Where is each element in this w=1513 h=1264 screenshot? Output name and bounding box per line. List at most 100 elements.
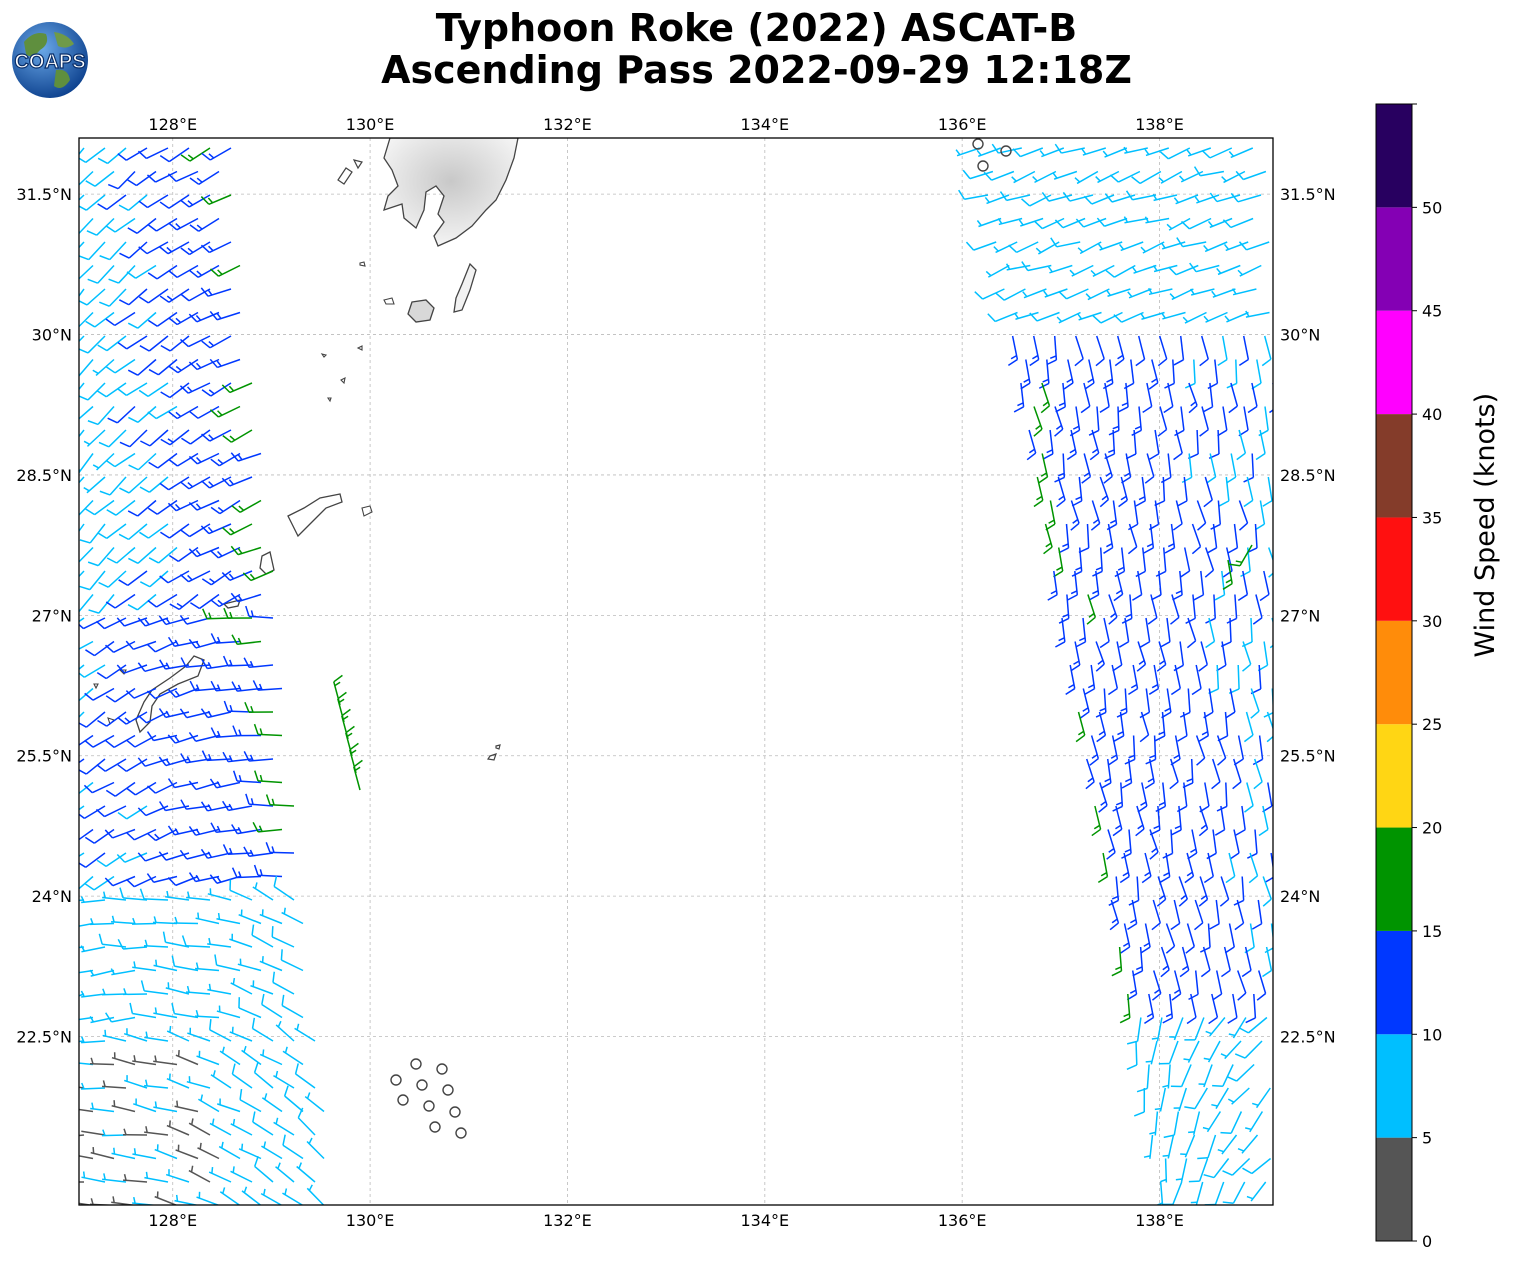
wind-barb	[210, 452, 241, 467]
wind-barb	[139, 570, 169, 588]
wind-barb	[1187, 829, 1198, 860]
wind-barb	[1205, 1017, 1226, 1037]
wind-barb	[1108, 876, 1120, 906]
wind-barb	[119, 241, 148, 259]
wind-barb	[160, 429, 190, 446]
wind-barb	[127, 170, 157, 187]
wind-barb	[1029, 335, 1040, 367]
wind-barb	[1112, 805, 1123, 837]
wind-barb	[200, 241, 232, 254]
wind-barb	[79, 969, 94, 975]
calm-circle	[449, 1106, 461, 1118]
wind-barb	[168, 546, 199, 562]
calm-circle	[423, 1100, 435, 1112]
wind-barb	[1244, 923, 1255, 954]
wind-barb	[1191, 664, 1202, 696]
wind-barb	[1171, 970, 1182, 1001]
wind-barb	[265, 794, 295, 807]
wind-barb	[1226, 453, 1237, 484]
map-title-line-1: Typhoon Roke (2022) ASCAT-B	[435, 6, 1078, 50]
wind-barb	[79, 617, 85, 633]
colorbar-tick-label: 15	[1422, 922, 1442, 941]
wind-barb	[1131, 264, 1157, 274]
wind-barb	[1243, 476, 1254, 508]
wind-barb	[1099, 382, 1110, 413]
wind-barb	[79, 429, 85, 450]
wind-barb	[1151, 899, 1161, 931]
wind-barb	[200, 801, 232, 812]
colorbar-tick-label: 40	[1422, 405, 1442, 424]
wind-barb	[1233, 735, 1245, 766]
wind-barb	[1149, 829, 1159, 860]
wind-barb	[1056, 476, 1066, 508]
wind-barb	[1099, 617, 1110, 649]
wind-barb	[1120, 923, 1131, 954]
wind-barb	[1230, 192, 1262, 203]
wind-barb	[1035, 241, 1060, 255]
wind-barb	[1182, 311, 1207, 324]
wind-barb	[230, 1118, 253, 1136]
wind-barb	[1186, 147, 1212, 157]
wind-barb	[188, 499, 220, 511]
wind-barb	[1237, 264, 1262, 277]
wind-barb	[79, 288, 85, 309]
wind-barb	[198, 1094, 220, 1113]
wind-barb	[1131, 406, 1143, 436]
wind-barb	[1200, 946, 1211, 978]
wind-barb	[1262, 782, 1273, 813]
wind-barb	[1163, 1111, 1180, 1139]
wind-barb	[1257, 641, 1269, 672]
wind-barb	[79, 476, 85, 496]
wind-barb	[1021, 261, 1052, 272]
wind-barb	[1160, 617, 1171, 648]
wind-barb	[1203, 852, 1214, 884]
wind-barb	[1195, 735, 1206, 766]
wind-barb	[1172, 500, 1183, 531]
wind-barb	[1139, 617, 1151, 648]
wind-barb	[1071, 547, 1083, 577]
wind-barb	[281, 907, 304, 925]
wind-barb	[148, 358, 178, 376]
wind-barb	[1252, 594, 1263, 625]
wind-barb	[84, 828, 115, 844]
wind-barb	[196, 1191, 220, 1205]
wind-barb	[974, 288, 1005, 300]
wind-barb	[1222, 1157, 1251, 1176]
wind-barb	[1109, 899, 1120, 931]
wind-barb	[1162, 1134, 1175, 1159]
wind-barb	[283, 1085, 304, 1113]
wind-barb	[1198, 1064, 1213, 1088]
wind-barb	[209, 1019, 232, 1042]
colorbar: 0 5 10 15 20 25 30 35 40 45 50	[1375, 103, 1442, 1251]
colorbar-bin	[1376, 310, 1412, 415]
lat-tick-label: 27°N	[1280, 606, 1320, 625]
wind-barb	[160, 523, 190, 539]
wind-barb	[159, 241, 190, 255]
wind-barb	[85, 499, 115, 516]
wind-barb	[1156, 641, 1167, 672]
wind-barb	[1269, 617, 1273, 649]
wind-barb	[243, 846, 274, 857]
wind-barb	[137, 852, 169, 862]
wind-barb	[128, 405, 157, 424]
wind-barb	[1162, 1064, 1171, 1089]
wind-barb	[1170, 1064, 1192, 1088]
wind-barb	[1159, 147, 1191, 160]
wind-barb	[1143, 1134, 1154, 1159]
wind-barb	[1186, 993, 1197, 1025]
wind-barb	[1136, 641, 1147, 672]
wind-barb	[1121, 829, 1132, 859]
wind-barb	[79, 1107, 94, 1113]
wind-barb	[1118, 617, 1130, 648]
wind-barb	[179, 335, 211, 348]
wind-barb	[1135, 547, 1147, 578]
wind-barb	[96, 758, 127, 772]
wind-barb	[1123, 216, 1149, 224]
wind-barb	[976, 147, 1002, 157]
wind-barb	[79, 241, 85, 261]
wind-barb	[79, 1061, 94, 1066]
wind-barb	[158, 756, 190, 767]
wind-barb	[79, 640, 94, 654]
wind-barb	[1173, 194, 1199, 205]
wind-barb	[222, 429, 253, 443]
